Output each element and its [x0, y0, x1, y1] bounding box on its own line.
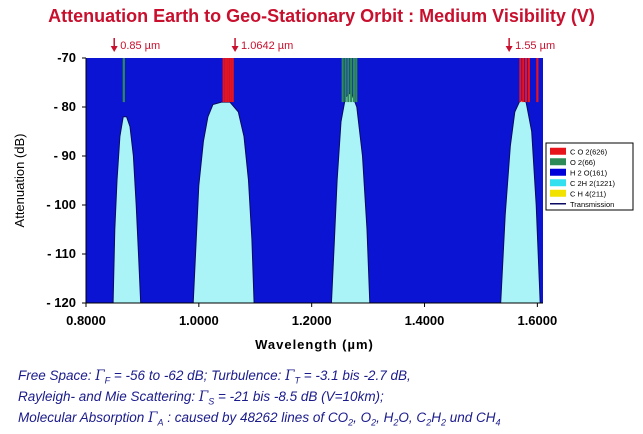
absorption-label: Molecular Absorption — [18, 410, 149, 425]
transmission-window-1 — [112, 116, 142, 304]
c2h2-subscript-2: 2 — [440, 417, 446, 428]
legend-swatch — [550, 147, 566, 155]
gamma-symbol: Γ — [198, 389, 209, 405]
free-space-label: Free Space: — [18, 368, 96, 383]
c2h2-subscript-1: 2 — [426, 417, 432, 428]
x-tick-label: 1.6000 — [517, 313, 557, 328]
x-tick-label: 0.8000 — [66, 313, 106, 328]
y-tick-label: -70 — [57, 50, 76, 65]
transmission-windows — [112, 91, 541, 304]
annotation-arrowhead — [110, 46, 118, 52]
gamma-symbol: Γ — [95, 368, 105, 384]
x-tick-label: 1.4000 — [405, 313, 445, 328]
o2-text: , O — [353, 410, 372, 425]
legend-label: O 2(66) — [570, 158, 596, 167]
axes: -70 - 80 - 90 - 100 - 110 - 120 0.8000 1.0000 1.… — [12, 50, 557, 352]
absorption-subscript: A — [157, 417, 164, 428]
ch4-text: und CH — [445, 410, 496, 425]
legend: C O 2(626) O 2(66)H 2 O(161) C 2H 2(1221)C… — [545, 142, 634, 211]
turbulence-subscript: T — [294, 375, 301, 386]
wavelength-annotations: 0.85 µm 1.0642 µm 1.55 µm — [110, 38, 555, 52]
x-axis-label: Wavelength (µm) — [255, 337, 374, 352]
c2h2-mid-text: H — [431, 410, 441, 425]
legend-swatch — [550, 168, 566, 176]
legend-swatch — [550, 189, 566, 197]
y-tick-label: - 100 — [46, 197, 76, 212]
y-axis-label: Attenuation (dB) — [12, 134, 27, 228]
caption-line-1: Free Space: ΓF = -56 to -62 dB; Turbulen… — [18, 368, 411, 386]
legend-label: H 2 O(161) — [570, 168, 608, 177]
legend-swatch — [550, 179, 566, 187]
x-tick-label: 1.2000 — [292, 313, 332, 328]
scattering-label: Rayleigh- and Mie Scattering: — [18, 389, 199, 404]
scattering-value: = -21 bis -8.5 dB (V=10km); — [214, 389, 384, 404]
gamma-symbol: Γ — [148, 410, 158, 426]
legend-swatch — [550, 158, 566, 166]
annotation-arrowhead — [505, 46, 513, 52]
h2o-tail-text: O, C — [398, 410, 427, 425]
annotation-label: 1.0642 µm — [241, 40, 293, 52]
free-space-subscript: F — [104, 375, 111, 386]
y-tick-label: - 120 — [46, 295, 76, 310]
free-space-value: = -56 to -62 dB; Turbulence: — [110, 368, 286, 383]
legend-label: C H 4(211) — [570, 189, 607, 198]
h2o-text: , H — [376, 410, 394, 425]
gamma-symbol: Γ — [285, 368, 295, 384]
absorption-value: : caused by 48262 lines of CO — [163, 410, 349, 425]
legend-label: Transmission — [570, 200, 614, 209]
scattering-subscript: S — [208, 396, 215, 407]
chart-title: Attenuation Earth to Geo-Stationary Orbi… — [48, 6, 595, 26]
y-tick-label: - 80 — [54, 99, 76, 114]
attenuation-chart: -70 - 80 - 90 - 100 - 110 - 120 0.8000 1.0000 1.… — [12, 38, 634, 352]
y-tick-label: - 90 — [54, 148, 76, 163]
co2-subscript: 2 — [348, 417, 354, 428]
legend-label: C 2H 2(1221) — [570, 179, 616, 188]
annotation-label: 1.55 µm — [515, 40, 555, 52]
caption-line-2: Rayleigh- and Mie Scattering: ΓS = -21 b… — [18, 389, 384, 407]
x-tick-label: 1.0000 — [179, 313, 219, 328]
y-tick-label: - 110 — [47, 246, 76, 261]
absorption-lines — [122, 58, 539, 103]
caption-line-3: Molecular Absorption ΓA : caused by 4826… — [18, 410, 501, 428]
legend-label: C O 2(626) — [570, 147, 608, 156]
absorption-area — [86, 58, 543, 303]
annotation-arrowhead — [231, 46, 239, 52]
h2o-subscript: 2 — [393, 417, 399, 428]
o2-subscript: 2 — [371, 417, 377, 428]
annotation-label: 0.85 µm — [120, 40, 160, 52]
turbulence-value: = -3.1 bis -2.7 dB, — [300, 368, 411, 383]
plot-background — [86, 58, 543, 303]
ch4-subscript: 4 — [495, 417, 501, 428]
